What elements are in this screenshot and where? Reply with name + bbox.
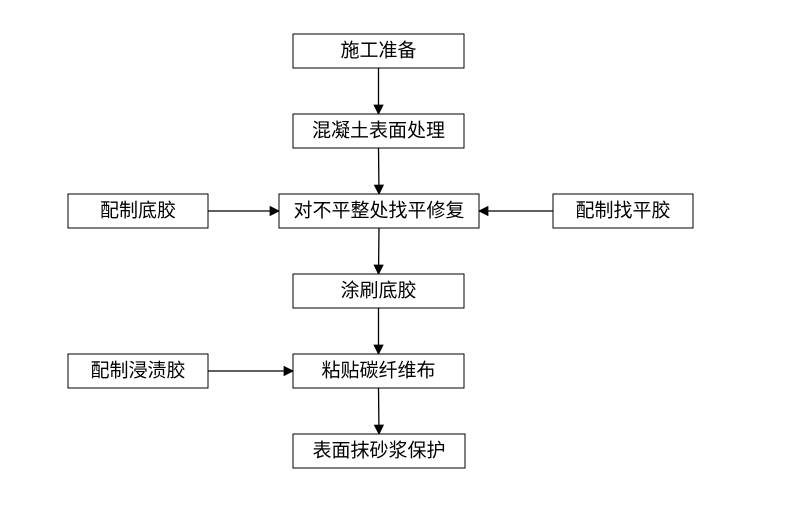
node-label: 对不平整处找平修复 xyxy=(293,199,464,221)
node-label: 混凝土表面处理 xyxy=(312,119,445,141)
flowchart-canvas: 施工准备混凝土表面处理对不平整处找平修复涂刷底胶粘贴碳纤维布表面抹砂浆保护 配制底… xyxy=(0,0,800,530)
node-label: 施工准备 xyxy=(340,39,416,61)
flowchart-edge xyxy=(379,228,380,274)
node-label: 配制浸渍胶 xyxy=(90,359,185,381)
node-label: 配制底胶 xyxy=(100,199,176,221)
flowchart-node: 对不平整处找平修复 xyxy=(279,194,479,228)
flowchart-node: 配制浸渍胶 xyxy=(68,354,208,388)
flowchart-edge xyxy=(379,388,380,434)
node-label: 粘贴碳纤维布 xyxy=(321,359,435,381)
node-label: 涂刷底胶 xyxy=(340,279,416,301)
flowchart-node: 混凝土表面处理 xyxy=(293,114,464,148)
flowchart-node: 配制底胶 xyxy=(68,194,208,228)
flowchart-node: 粘贴碳纤维布 xyxy=(293,354,464,388)
flowchart-node: 施工准备 xyxy=(293,34,464,68)
flowchart-node: 涂刷底胶 xyxy=(293,274,464,308)
nodes-layer: 施工准备混凝土表面处理对不平整处找平修复涂刷底胶粘贴碳纤维布表面抹砂浆保护 配制底… xyxy=(68,34,693,468)
flowchart-node: 配制找平胶 xyxy=(553,194,693,228)
flowchart-edge xyxy=(379,148,380,194)
node-label: 配制找平胶 xyxy=(575,199,670,221)
flowchart-node: 表面抹砂浆保护 xyxy=(293,434,465,468)
node-label: 表面抹砂浆保护 xyxy=(312,439,445,461)
